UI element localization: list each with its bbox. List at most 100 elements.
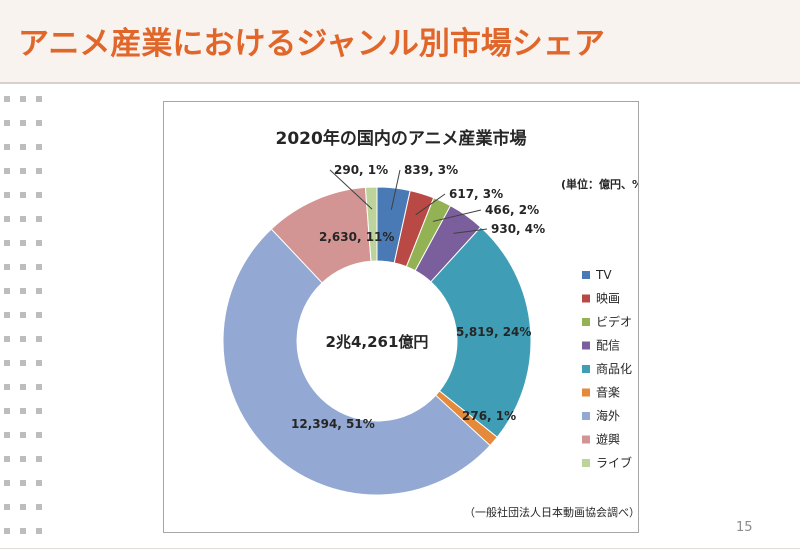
chart-title: 2020年の国内のアニメ産業市場 <box>276 128 527 149</box>
decorative-dot <box>36 312 42 318</box>
decorative-dot <box>20 504 26 510</box>
slide-title: アニメ産業におけるジャンル別市場シェア <box>18 26 605 62</box>
decorative-dot <box>36 216 42 222</box>
decorative-dot <box>20 240 26 246</box>
data-label-3: 466, 2% <box>485 203 539 217</box>
decorative-dot <box>36 264 42 270</box>
donut-center-total: 2兆4,261億円 <box>326 333 429 351</box>
decorative-dot <box>4 168 10 174</box>
decorative-dot <box>20 360 26 366</box>
decorative-dot <box>20 432 26 438</box>
decorative-dot <box>20 168 26 174</box>
data-label-1: 839, 3% <box>404 163 458 177</box>
decorative-dot <box>36 384 42 390</box>
decorative-dot-grid <box>4 96 54 555</box>
decorative-dot <box>4 408 10 414</box>
data-label-5: 5,819, 24% <box>456 325 531 339</box>
legend-swatch-3 <box>582 318 590 326</box>
decorative-dot <box>4 432 10 438</box>
source-note: （一般社団法人日本動画協会調べ） <box>464 505 638 519</box>
legend-label-6: 音楽 <box>596 385 620 400</box>
decorative-dot <box>20 96 26 102</box>
leader-line-1 <box>390 169 401 210</box>
decorative-dot <box>4 120 10 126</box>
decorative-dot <box>20 264 26 270</box>
legend-label-8: 遊興 <box>596 432 620 447</box>
legend-swatch-4 <box>582 341 590 350</box>
decorative-dot <box>36 168 42 174</box>
donut-slice-7 <box>222 228 491 496</box>
decorative-dot <box>4 312 10 318</box>
decorative-dot <box>4 360 10 366</box>
donut-chart: 2020年の国内のアニメ産業市場 (単位：億円、%) （一般社団法人日本動画協会調べ… <box>222 128 638 519</box>
decorative-dot <box>20 192 26 198</box>
decorative-dot <box>36 528 42 534</box>
decorative-dot <box>4 528 10 534</box>
data-label-7: 12,394, 51% <box>291 417 375 431</box>
legend-label-5: 商品化 <box>596 361 632 376</box>
decorative-dot <box>36 432 42 438</box>
legend-label-2: 映画 <box>596 292 620 306</box>
decorative-dot <box>20 120 26 126</box>
decorative-dot <box>20 480 26 486</box>
decorative-dot <box>20 336 26 342</box>
decorative-dot <box>4 456 10 462</box>
leader-line-3 <box>432 209 482 222</box>
decorative-dot <box>4 144 10 150</box>
decorative-dot <box>20 144 26 150</box>
decorative-dot <box>4 288 10 294</box>
legend-swatch-9 <box>582 459 590 467</box>
legend-label-9: ライブ <box>596 455 632 470</box>
decorative-dot <box>20 216 26 222</box>
decorative-dot <box>4 216 10 222</box>
data-label-9: 290, 1% <box>334 163 388 177</box>
decorative-dot <box>36 240 42 246</box>
decorative-dot <box>36 120 42 126</box>
legend-label-1: TV <box>595 268 612 282</box>
data-label-2: 617, 3% <box>449 187 503 201</box>
decorative-dot <box>36 504 42 510</box>
decorative-dot <box>36 360 42 366</box>
leader-line-4 <box>453 228 488 234</box>
decorative-dot <box>4 384 10 390</box>
decorative-dot <box>36 336 42 342</box>
decorative-dot <box>36 456 42 462</box>
legend-swatch-1 <box>582 271 590 279</box>
data-label-8: 2,630, 11% <box>319 230 394 244</box>
decorative-dot <box>36 192 42 198</box>
legend-swatch-8 <box>582 435 590 444</box>
decorative-dot <box>20 312 26 318</box>
footer-divider <box>0 548 800 549</box>
leader-line-9 <box>329 169 373 210</box>
decorative-dot <box>36 480 42 486</box>
page-number: 15 <box>736 520 753 535</box>
decorative-dot <box>36 96 42 102</box>
legend-swatch-7 <box>582 412 590 420</box>
header-divider <box>0 82 800 84</box>
legend-label-7: 海外 <box>596 408 620 423</box>
legend-label-4: 配信 <box>596 339 620 353</box>
decorative-dot <box>4 240 10 246</box>
decorative-dot <box>20 408 26 414</box>
decorative-dot <box>20 456 26 462</box>
decorative-dot <box>20 528 26 534</box>
legend-label-3: ビデオ <box>596 314 632 329</box>
leader-line-2 <box>415 193 446 216</box>
decorative-dot <box>4 480 10 486</box>
decorative-dot <box>36 288 42 294</box>
decorative-dot <box>20 288 26 294</box>
decorative-dot <box>4 264 10 270</box>
decorative-dot <box>4 336 10 342</box>
legend-swatch-6 <box>582 388 590 397</box>
decorative-dot <box>20 384 26 390</box>
data-label-6: 276, 1% <box>462 409 516 423</box>
unit-note: (単位：億円、%) <box>561 177 638 191</box>
chart-frame: 2020年の国内のアニメ産業市場 (単位：億円、%) （一般社団法人日本動画協会調べ… <box>163 101 639 533</box>
decorative-dot <box>36 408 42 414</box>
slide-header <box>0 0 800 82</box>
legend-swatch-5 <box>582 365 590 373</box>
donut-slice-5 <box>430 226 532 438</box>
decorative-dot <box>4 192 10 198</box>
decorative-dot <box>4 96 10 102</box>
legend-swatch-2 <box>582 294 590 303</box>
